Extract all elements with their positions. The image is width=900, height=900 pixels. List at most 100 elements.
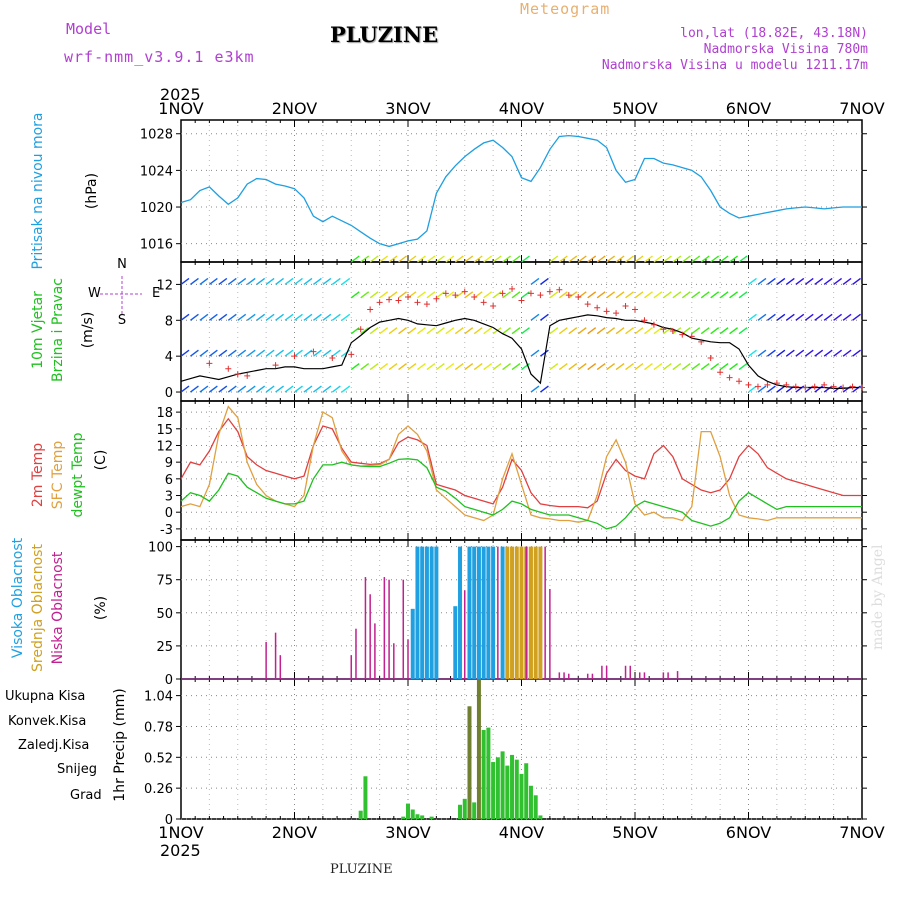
wind-gust-marker: [594, 304, 601, 311]
wind-barb: [341, 313, 351, 321]
wind-barb: [218, 313, 228, 321]
wind-barb: [644, 255, 653, 263]
wind-gust-marker: [414, 299, 421, 306]
wind-barb: [748, 313, 757, 321]
temp-line-0: [180, 417, 862, 509]
wind-gust-marker: [575, 293, 582, 300]
wind-barb: [407, 255, 417, 263]
wind-barb: [662, 255, 672, 263]
precip-bar: [514, 759, 519, 819]
cloud-bar-low: [586, 673, 589, 679]
cloud-bar-low: [568, 673, 570, 679]
cloud-low-ylabel: Niska Oblacnost: [50, 551, 66, 664]
cloud-bar-low: [667, 672, 669, 679]
top-date-label: 2NOV: [272, 99, 317, 118]
wind-barb: [691, 363, 701, 371]
cloud-bar-low: [591, 673, 594, 679]
wind-barb: [691, 255, 701, 263]
wind-barb: [284, 277, 294, 285]
wind-barb: [502, 291, 512, 299]
wind-gust-marker: [244, 372, 251, 379]
pressure-ytick-label: 1016: [140, 238, 173, 253]
wind-barb: [757, 277, 767, 285]
wind-barb: [521, 327, 530, 335]
wind-barb: [464, 327, 474, 335]
wind-gust-marker: [556, 286, 563, 293]
bottom-date-label: 3NOV: [385, 823, 430, 842]
precip-legend-4: Grad: [70, 788, 102, 803]
temperature-ytick-label: 0: [165, 506, 173, 521]
wind-barb: [842, 277, 852, 285]
wind-gust-marker: [518, 297, 525, 304]
wind-barb: [360, 363, 370, 371]
pressure-unit: (hPa): [84, 173, 100, 209]
wind-gust-marker: [660, 326, 667, 333]
wind-barb: [464, 255, 474, 263]
wind-barb: [795, 313, 805, 321]
wind-barb: [634, 291, 644, 299]
compass-n: N: [117, 257, 127, 272]
wind-gust-marker: [688, 333, 695, 340]
wind-barb: [331, 385, 341, 393]
precip-bar: [363, 776, 368, 819]
wind-barb: [804, 313, 814, 321]
wind-barb: [681, 363, 691, 371]
top-date-label: 4NOV: [499, 99, 544, 118]
wind-barb: [398, 291, 407, 299]
wind-barb: [350, 255, 360, 263]
wind-barb: [539, 313, 549, 321]
wind-barb: [653, 363, 663, 371]
wind-barb: [852, 277, 861, 285]
wind-gust-marker: [792, 383, 799, 390]
wind-gust-marker: [423, 301, 430, 308]
wind-barb: [208, 385, 218, 393]
wind-barb: [256, 385, 266, 393]
wind-barb: [369, 255, 379, 263]
wind-gust-marker: [726, 374, 733, 381]
wind-gust-marker: [698, 338, 705, 345]
wind-barb: [710, 327, 720, 335]
wind-barb: [596, 327, 606, 335]
wind-barb: [294, 349, 303, 357]
cloud-bar-mid: [519, 546, 524, 679]
wind-gust-marker: [395, 297, 402, 304]
precip-ytick-label: 1.04: [144, 690, 173, 705]
wind-barb: [388, 291, 398, 299]
wind-barb: [785, 349, 795, 357]
wind-gust-marker: [527, 290, 534, 297]
wind-barb: [558, 327, 568, 335]
wind-barb: [369, 291, 379, 299]
temperature-ytick-label: 6: [165, 473, 173, 488]
wind-barb: [511, 363, 521, 371]
model-label: Model: [66, 20, 112, 38]
wind-barb: [577, 255, 587, 263]
wind-barb: [473, 255, 483, 263]
precip-bar: [538, 815, 543, 819]
precip-bar: [458, 804, 463, 819]
wind-barb: [521, 291, 530, 299]
wind-barb: [644, 291, 653, 299]
wind-barb: [341, 385, 351, 393]
bottom-date-label: 1NOV: [158, 823, 203, 842]
compass-e: E: [152, 286, 160, 301]
cloud-bar-low: [558, 672, 561, 679]
wind-barb: [256, 349, 266, 357]
wind-barb: [833, 277, 843, 285]
precip-bar: [358, 810, 363, 819]
wind-ytick-label: 12: [156, 278, 173, 293]
wind-barb: [445, 255, 455, 263]
compass-w: W: [88, 286, 101, 301]
wind-barb: [757, 313, 767, 321]
wind-barb: [700, 363, 710, 371]
precip-ytick-label: 0: [165, 813, 173, 828]
wind-barb: [691, 291, 701, 299]
wind-gust-marker: [471, 293, 478, 300]
cloud-bar-high: [410, 608, 415, 679]
wind-barb: [700, 255, 710, 263]
cloud-bar-low: [544, 546, 546, 679]
wind-barb: [511, 291, 521, 299]
wind-barb: [322, 385, 332, 393]
wind-barb: [473, 363, 483, 371]
wind-barb: [407, 327, 417, 335]
cloud-bar-low: [265, 641, 267, 679]
